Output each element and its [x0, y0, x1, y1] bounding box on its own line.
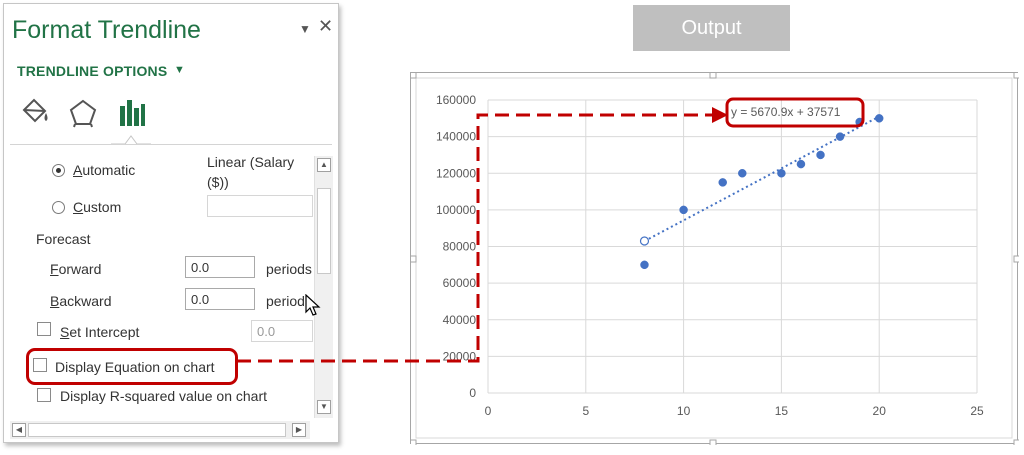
mouse-cursor-icon — [305, 294, 321, 316]
data-point — [679, 205, 688, 215]
display-rsquared-label[interactable]: Display R-squared value on chart — [60, 388, 267, 404]
automatic-value-line2: ($)) — [207, 174, 229, 190]
data-point — [796, 159, 806, 169]
y-tick-label: 0 — [469, 386, 476, 400]
equation-highlight-box — [26, 348, 238, 385]
scroll-right-icon[interactable]: ▶ — [292, 423, 306, 437]
set-intercept-label[interactable]: Set Intercept — [60, 324, 140, 340]
display-rsquared-checkbox[interactable] — [37, 388, 51, 402]
y-tick-label: 40000 — [443, 313, 477, 327]
forward-field[interactable]: 0.0 — [185, 256, 255, 278]
custom-radio[interactable] — [52, 201, 65, 214]
resize-handle — [411, 255, 417, 263]
automatic-radio[interactable] — [52, 164, 65, 177]
scroll-thumb[interactable] — [317, 188, 331, 274]
custom-name-field[interactable] — [207, 195, 313, 217]
resize-handle — [411, 73, 417, 79]
y-tick-label: 80000 — [443, 240, 477, 254]
y-tick-label: 140000 — [436, 130, 476, 144]
data-point — [874, 114, 884, 123]
vertical-scrollbar[interactable]: ▲ ▼ — [314, 156, 333, 418]
backward-unit: periods — [266, 293, 304, 309]
automatic-value-line1: Linear (Salary — [207, 154, 295, 170]
chevron-down-icon[interactable]: ▼ — [174, 64, 185, 76]
x-tick-label: 25 — [970, 404, 984, 418]
forward-unit: periods — [266, 261, 312, 277]
resize-handle — [1013, 439, 1019, 445]
trendline-equation-label: y = 5670.9x + 37571 — [731, 105, 841, 119]
x-tick-label: 0 — [485, 404, 492, 418]
automatic-label[interactable]: Automatic — [73, 162, 136, 178]
x-tick-label: 15 — [775, 404, 789, 418]
divider — [10, 144, 332, 145]
pentagon-icon[interactable] — [66, 96, 100, 130]
scroll-down-icon[interactable]: ▼ — [317, 400, 331, 414]
x-tick-label: 5 — [582, 404, 589, 418]
x-tick-label: 10 — [677, 404, 691, 418]
format-trendline-pane: Format Trendline ▼ ✕ TRENDLINE OPTIONS ▼… — [3, 3, 339, 443]
set-intercept-field[interactable]: 0.0 — [251, 320, 313, 342]
custom-label[interactable]: Custom — [73, 199, 122, 215]
forecast-label: Forecast — [36, 231, 91, 247]
resize-handle — [411, 439, 417, 445]
y-tick-label: 100000 — [436, 203, 476, 217]
resize-handle — [1013, 255, 1019, 263]
hscroll-thumb[interactable] — [28, 423, 286, 437]
x-tick-label: 20 — [873, 404, 887, 418]
trendline-options-header[interactable]: TRENDLINE OPTIONS — [17, 63, 168, 79]
scroll-up-icon[interactable]: ▲ — [317, 158, 331, 172]
display-equation-checkbox[interactable] — [33, 358, 47, 372]
resize-handle — [709, 73, 717, 79]
data-point — [835, 132, 845, 141]
resize-handle — [1013, 73, 1019, 79]
forward-label: Forward — [50, 261, 102, 277]
paint-bucket-icon[interactable] — [18, 96, 52, 130]
scroll-left-icon[interactable]: ◀ — [12, 423, 26, 437]
resize-handle — [709, 439, 717, 445]
chart-canvas: 0200004000060000800001000001200001400001… — [411, 73, 1019, 445]
backward-label: Backward — [50, 293, 112, 309]
data-point — [738, 169, 747, 178]
set-intercept-checkbox[interactable] — [37, 322, 51, 336]
bar-chart-icon[interactable] — [114, 96, 148, 130]
scatter-chart[interactable]: 0 20000 40000 60000 80000 100000 120000 140000 1… — [410, 72, 1019, 445]
y-tick-label: 160000 — [436, 93, 476, 107]
data-point — [816, 150, 825, 160]
display-equation-label[interactable]: Display Equation on chart — [55, 359, 215, 375]
output-label: Output — [633, 5, 790, 51]
data-point — [640, 260, 649, 270]
pane-title: Format Trendline — [12, 16, 201, 44]
data-point — [639, 236, 650, 246]
close-icon[interactable]: ✕ — [318, 16, 334, 36]
pane-menu-icon[interactable]: ▼ — [299, 22, 311, 36]
horizontal-scrollbar[interactable]: ◀ ▶ — [10, 421, 310, 439]
data-point — [718, 178, 727, 187]
backward-field[interactable]: 0.0 — [185, 288, 255, 310]
y-tick-label: 60000 — [443, 276, 477, 290]
y-tick-label: 120000 — [436, 166, 476, 180]
equation-callout-box — [725, 97, 865, 128]
data-point — [777, 169, 786, 178]
